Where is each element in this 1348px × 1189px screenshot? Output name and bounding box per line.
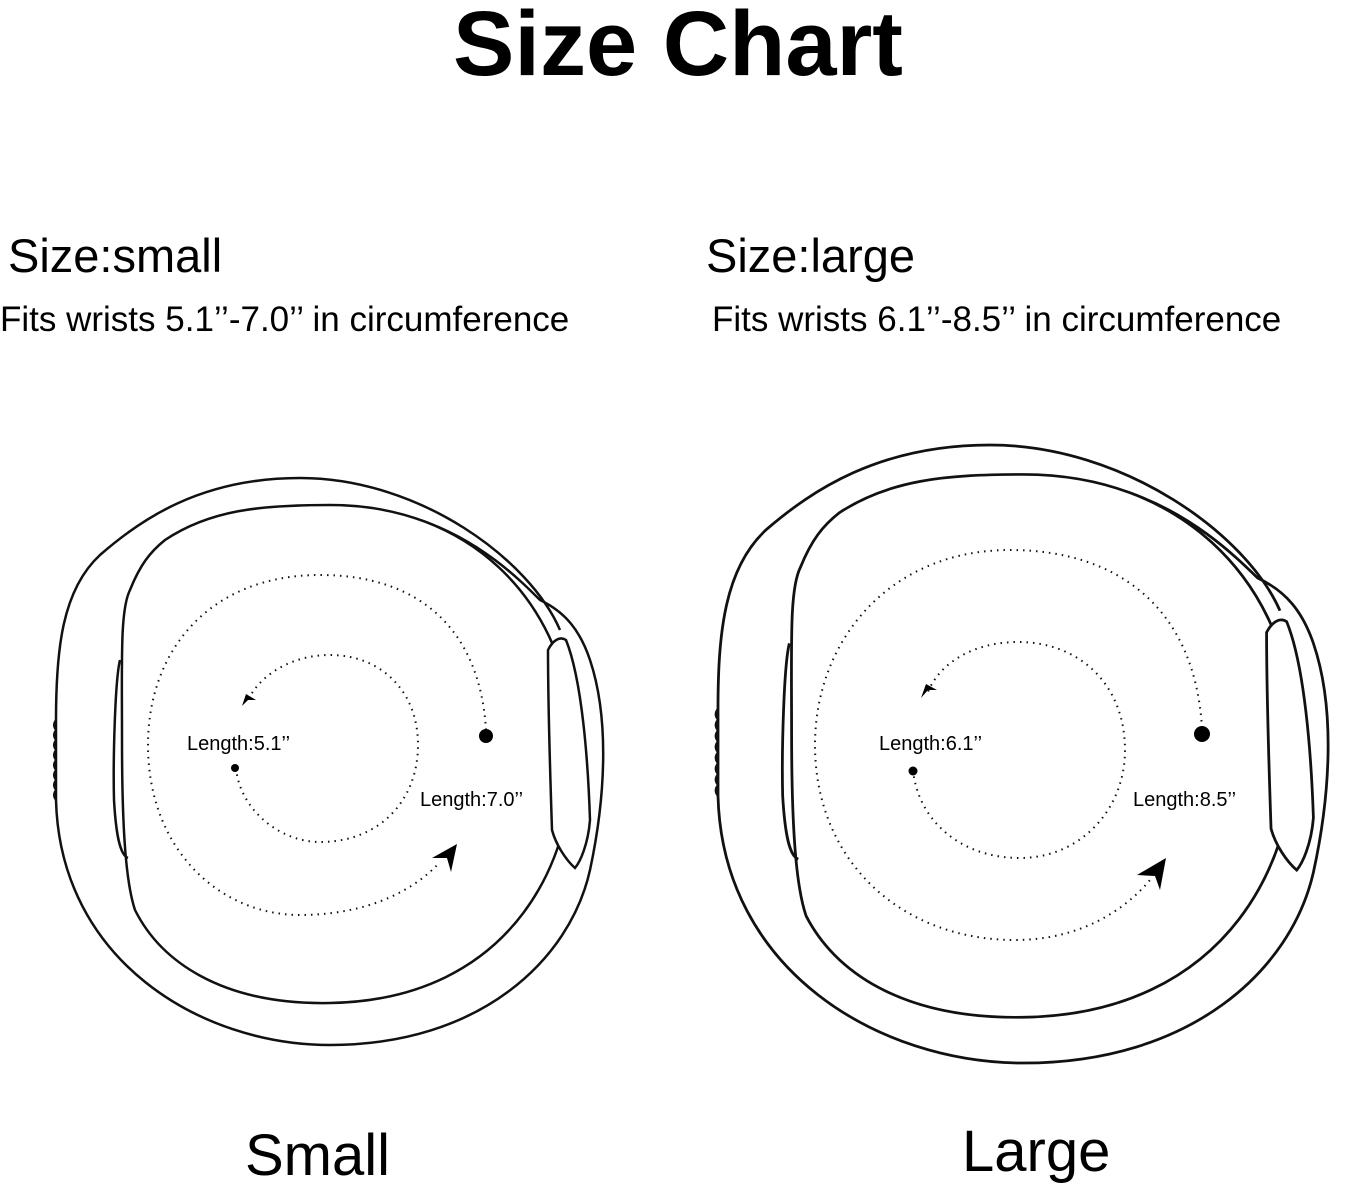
small-start-dot bbox=[479, 729, 493, 743]
large-inner-dot bbox=[908, 766, 918, 776]
small-band-drawing: Length:5.1’’ Length:7.0’’ bbox=[52, 476, 605, 1047]
large-inner-length: Length:6.1’’ bbox=[879, 733, 982, 755]
large-caption: Large bbox=[962, 1119, 1111, 1184]
page-title: Size Chart bbox=[453, 0, 903, 95]
small-inner-arrow-icon bbox=[242, 694, 256, 706]
small-caption: Small bbox=[245, 1123, 391, 1188]
large-band-drawing: Length:6.1’’ Length:8.5’’ bbox=[714, 443, 1330, 1065]
large-outer-dotted-arc bbox=[813, 548, 1203, 942]
large-start-dot bbox=[1194, 726, 1210, 742]
small-inner-dot bbox=[231, 764, 239, 772]
small-outer-length: Length:7.0’’ bbox=[420, 789, 523, 811]
large-inner-arrow-icon bbox=[921, 684, 937, 698]
small-fit-text: Fits wrists 5.1’’-7.0’’ in circumference bbox=[0, 300, 570, 339]
small-outer-dotted-arc bbox=[146, 573, 487, 917]
large-outer-length: Length:8.5’’ bbox=[1133, 789, 1236, 811]
large-outer-arrow-icon bbox=[1137, 858, 1166, 890]
small-inner-length: Length:5.1’’ bbox=[187, 733, 290, 755]
large-size-heading: Size:large bbox=[706, 229, 915, 282]
small-outer-arrow-icon bbox=[432, 844, 457, 872]
small-size-heading: Size:small bbox=[8, 229, 223, 282]
large-fit-text: Fits wrists 6.1’’-8.5’’ in circumference bbox=[712, 300, 1282, 339]
